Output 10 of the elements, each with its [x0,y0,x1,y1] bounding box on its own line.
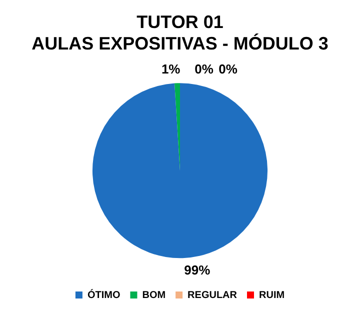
legend-label: REGULAR [188,290,238,301]
legend-label: RUIM [259,290,285,301]
data-label: 99% [184,262,211,278]
chart-subtitle: AULAS EXPOSITIVAS - MÓDULO 3 [32,33,328,54]
legend-label: BOM [142,290,166,301]
text: 0% [194,62,214,77]
text: 0% [218,62,238,77]
legend-label: ÓTIMO [87,288,120,301]
chart-title: TUTOR 01 [136,12,224,32]
data-label: 1% [161,62,181,77]
